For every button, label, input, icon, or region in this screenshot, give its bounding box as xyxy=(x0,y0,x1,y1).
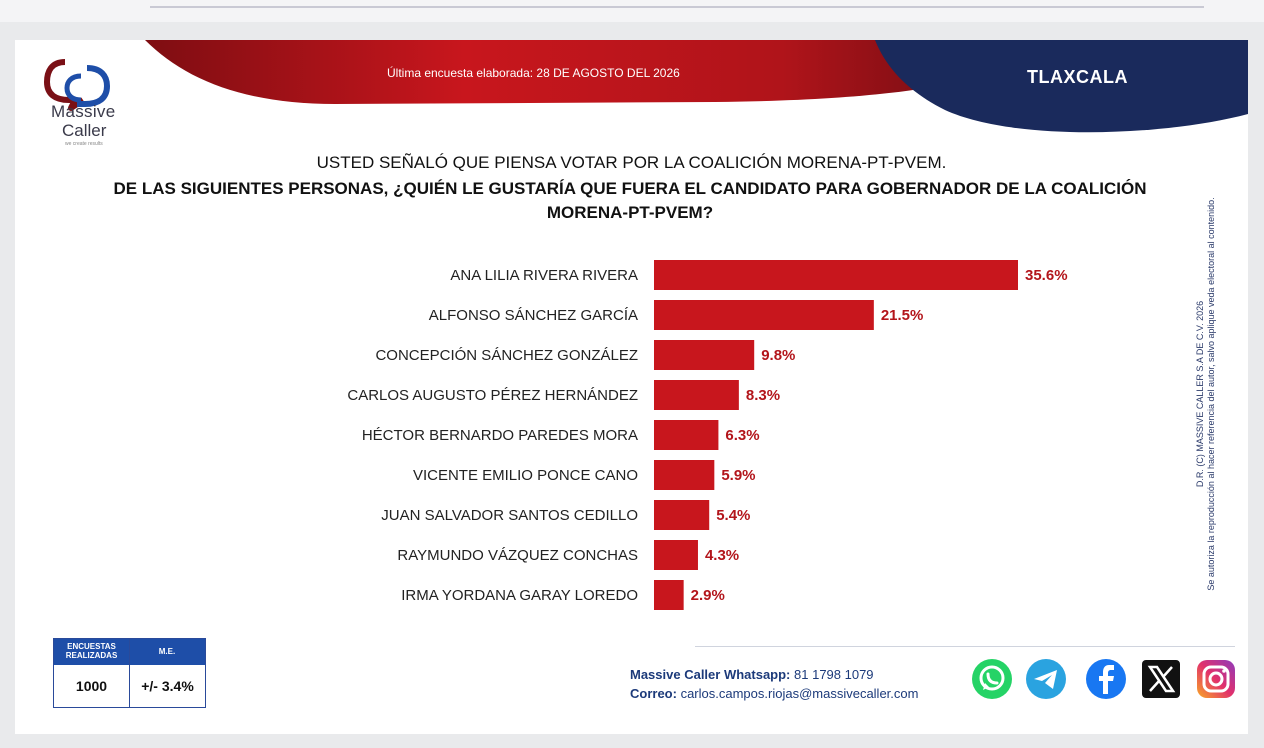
logo-name-line2: Caller xyxy=(62,121,107,140)
contact-divider xyxy=(695,646,1235,647)
email-address[interactable]: carlos.campos.riojas@massivecaller.com xyxy=(680,686,919,701)
category-label: ANA LILIA RIVERA RIVERA xyxy=(450,267,638,284)
category-label: ALFONSO SÁNCHEZ GARCÍA xyxy=(429,307,638,324)
category-label: JUAN SALVADOR SANTOS CEDILLO xyxy=(381,507,638,524)
whatsapp-number[interactable]: 81 1798 1079 xyxy=(794,667,874,682)
whatsapp-contact: Massive Caller Whatsapp: 81 1798 1079 xyxy=(630,667,874,682)
value-label: 5.9% xyxy=(721,467,755,484)
copyright-line2: Se autoriza la reproducción al hacer ref… xyxy=(1206,197,1216,591)
value-label: 6.3% xyxy=(725,427,759,444)
category-label: HÉCTOR BERNARDO PAREDES MORA xyxy=(362,427,638,444)
margin-value: +/- 3.4% xyxy=(141,678,194,694)
top-strip xyxy=(0,0,1264,22)
value-label: 5.4% xyxy=(716,507,750,524)
telegram-icon[interactable] xyxy=(1025,658,1067,700)
facebook-icon[interactable] xyxy=(1085,658,1127,700)
email-contact: Correo: carlos.campos.riojas@massivecall… xyxy=(630,686,918,701)
instagram-icon[interactable] xyxy=(1195,658,1237,700)
copyright-note: D.R. (C) MASSIVE CALLER S.A DE C.V. 2026… xyxy=(1195,164,1217,624)
category-label: CARLOS AUGUSTO PÉREZ HERNÁNDEZ xyxy=(347,387,638,404)
bar xyxy=(654,340,755,370)
navy-banner xyxy=(875,40,1248,133)
logo-name-line1: Massive xyxy=(51,102,116,121)
red-banner xyxy=(145,40,1055,104)
category-label: VICENTE EMILIO PONCE CANO xyxy=(413,467,638,484)
value-label: 4.3% xyxy=(705,547,739,564)
bar xyxy=(654,260,1018,290)
value-label: 8.3% xyxy=(746,387,780,404)
bar xyxy=(654,460,715,490)
survey-date: Última encuesta elaborada: 28 DE AGOSTO … xyxy=(387,66,680,80)
value-label: 21.5% xyxy=(881,307,924,324)
x-icon[interactable] xyxy=(1140,658,1182,700)
whatsapp-icon[interactable] xyxy=(971,658,1013,700)
massive-caller-logo-icon xyxy=(44,59,111,111)
logo-tagline: we create results xyxy=(65,141,103,147)
value-label: 9.8% xyxy=(761,347,795,364)
state-name: TLAXCALA xyxy=(1027,67,1128,87)
category-label: IRMA YORDANA GARAY LOREDO xyxy=(401,587,638,604)
sample-value: 1000 xyxy=(75,678,108,694)
question-line2: DE LAS SIGUIENTES PERSONAS, ¿QUIÉN LE GU… xyxy=(113,179,1147,222)
bar xyxy=(654,420,719,450)
copyright-line1: D.R. (C) MASSIVE CALLER S.A DE C.V. 2026 xyxy=(1195,300,1205,488)
margin-header: M.E. xyxy=(158,647,176,656)
email-label: Correo: xyxy=(630,686,677,701)
question-line1: USTED SEÑALÓ QUE PIENSA VOTAR POR LA COA… xyxy=(316,153,947,172)
bar xyxy=(654,380,739,410)
whatsapp-label: Massive Caller Whatsapp: xyxy=(630,667,791,682)
category-label: CONCEPCIÓN SÁNCHEZ GONZÁLEZ xyxy=(375,347,638,364)
top-strip-line xyxy=(150,6,1204,8)
bar xyxy=(654,500,710,530)
sample-table: ENCUESTAS REALIZADAS M.E. 1000 +/- 3.4% xyxy=(53,638,206,708)
category-label: RAYMUNDO VÁZQUEZ CONCHAS xyxy=(397,547,638,564)
poll-card: Massive Caller we create results Última … xyxy=(15,40,1248,734)
sample-header: ENCUESTAS REALIZADAS xyxy=(65,642,118,660)
value-label: 2.9% xyxy=(691,587,725,604)
bar xyxy=(654,580,684,610)
bar xyxy=(654,540,698,570)
bar xyxy=(654,300,874,330)
value-label: 35.6% xyxy=(1025,267,1068,284)
sample-table-divider xyxy=(129,639,130,707)
candidate-bar-chart: ANA LILIA RIVERA RIVERA 35.6% ALFONSO SÁNC… xyxy=(347,260,1068,610)
header-banner xyxy=(145,40,1248,133)
